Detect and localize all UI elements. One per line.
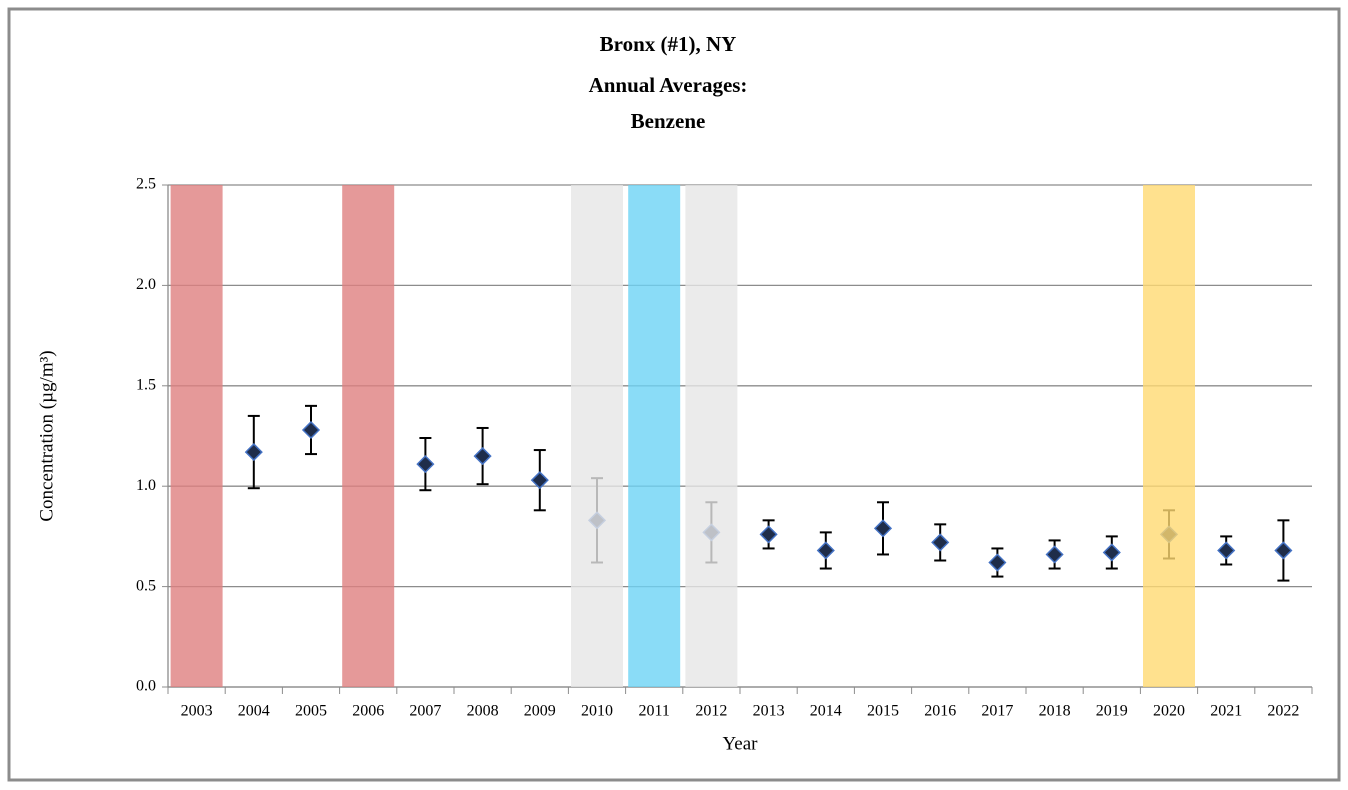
x-tick-label: 2020 <box>1153 703 1185 720</box>
highlight-band <box>342 185 395 687</box>
y-axis-title: Concentration (µg/m³) <box>36 350 57 521</box>
y-tick-label: 1.0 <box>136 477 156 494</box>
x-tick-label: 2017 <box>981 703 1013 720</box>
y-tick-label: 2.0 <box>136 276 156 293</box>
x-tick-label: 2021 <box>1210 703 1242 720</box>
marker <box>816 541 835 560</box>
x-tick-label: 2010 <box>581 703 613 720</box>
x-tick-label: 2004 <box>238 703 270 720</box>
marker <box>988 553 1007 572</box>
marker <box>301 420 321 440</box>
y-tick-label: 0.0 <box>136 678 156 695</box>
marker <box>1102 543 1121 562</box>
x-tick-label: 2019 <box>1096 703 1128 720</box>
marker <box>1217 541 1236 560</box>
x-tick-label: 2015 <box>867 703 899 720</box>
x-tick-label: 2007 <box>409 703 441 720</box>
marker <box>416 455 435 474</box>
x-tick-label: 2013 <box>753 703 785 720</box>
marker <box>931 533 950 552</box>
marker <box>530 471 549 490</box>
highlight-band <box>1143 185 1195 687</box>
chart-title: Annual Averages: <box>589 73 748 97</box>
marker <box>244 443 263 462</box>
x-tick-label: 2008 <box>467 703 499 720</box>
marker <box>1274 541 1293 560</box>
x-tick-label: 2022 <box>1267 703 1299 720</box>
marker <box>759 525 778 544</box>
highlight-band <box>628 185 681 687</box>
x-tick-label: 2003 <box>181 703 213 720</box>
y-tick-label: 2.5 <box>136 176 156 193</box>
highlight-band <box>170 185 223 687</box>
x-tick-label: 2012 <box>695 703 727 720</box>
highlight-band <box>571 185 623 687</box>
y-tick-label: 0.5 <box>136 577 156 594</box>
highlight-band <box>685 185 738 687</box>
x-tick-label: 2014 <box>810 703 842 720</box>
x-axis-title: Year <box>722 733 758 754</box>
chart-title: Benzene <box>631 109 706 133</box>
x-tick-label: 2006 <box>352 703 384 720</box>
x-tick-label: 2016 <box>924 703 956 720</box>
x-tick-label: 2005 <box>295 703 327 720</box>
x-tick-label: 2011 <box>638 703 669 720</box>
chart-title: Bronx (#1), NY <box>600 32 737 56</box>
x-tick-label: 2018 <box>1039 703 1071 720</box>
marker <box>473 447 492 466</box>
y-tick-label: 1.5 <box>136 376 156 393</box>
marker <box>873 519 893 538</box>
x-tick-label: 2009 <box>524 703 556 720</box>
marker <box>1045 545 1064 564</box>
